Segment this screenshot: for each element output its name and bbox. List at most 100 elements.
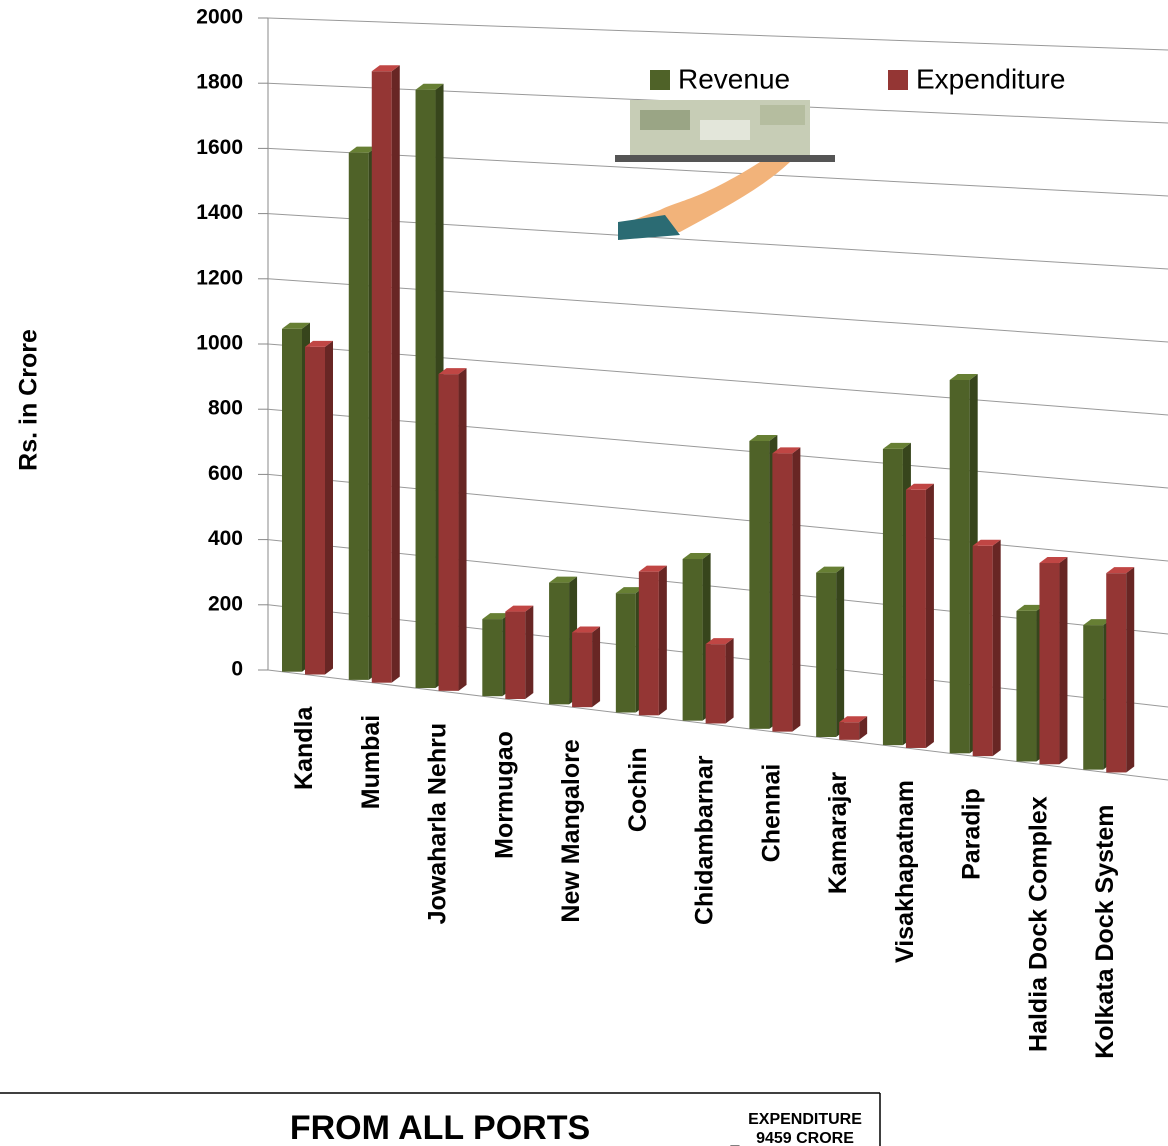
y-tick-label: 400 [208,527,243,550]
bar-front [1039,563,1060,765]
bar-top [572,626,601,633]
bar-front [705,644,726,724]
illustration [615,100,835,240]
grid-line [267,278,1168,343]
bar-front [772,453,793,732]
bar-top [482,613,511,620]
x-tick-label: Kolkata Dock System [1091,804,1119,1058]
bar-top [438,368,467,375]
y-tick-label: 1200 [196,266,243,289]
grid-line [267,473,1168,562]
y-tick-label: 800 [208,397,243,420]
bar-front [572,632,593,708]
y-tick-label: 600 [208,462,243,485]
bar [1039,557,1068,765]
bar-top [972,539,1001,546]
footer-mark: _ [730,1131,741,1146]
bar-front [749,440,770,729]
bar-top [1106,567,1135,574]
y-tick-label: 0 [231,658,243,681]
bar-top [816,566,845,573]
bar-front [1083,625,1104,770]
bar [438,368,467,691]
bar-top [371,65,400,72]
bar-front [972,545,993,757]
y-tick-label: 1000 [196,332,243,355]
bar-front [438,374,459,691]
bar-front [371,71,392,683]
bar-side [1059,557,1068,765]
grid-line [267,213,1168,270]
bar-front [905,489,926,748]
bar-side [925,483,934,748]
bar-side [325,340,333,675]
grid-line [267,343,1168,416]
bar-top [749,434,778,441]
x-tick-label: Jowaharla Nehru [424,723,452,924]
y-tick-label: 1600 [196,136,243,159]
bar-front [482,619,503,697]
bar-front [682,559,703,721]
bar-top [682,553,711,560]
footer-value: 9459 CRORE [756,1130,854,1146]
x-tick-label: Mumbai [357,715,385,809]
bar-front [505,611,526,700]
bar-front [816,572,837,737]
bar-top [705,638,734,645]
y-tick-label: 200 [208,592,243,615]
x-tick-label: Kamarajar [824,772,852,895]
bar-front [882,448,903,746]
bar-top [305,340,333,347]
bar-top [1039,557,1068,564]
bar-front [949,380,970,754]
bar-side [725,638,734,724]
bar-top [638,565,667,572]
legend-label: Expenditure [916,63,1065,94]
x-tick-label: Kandla [290,705,318,789]
bar [305,340,333,675]
legend-swatch [888,70,908,90]
grid-line [267,17,1168,51]
bar-front [1106,573,1127,773]
x-tick-label: Cochin [624,747,652,832]
bar-top [949,374,978,381]
bar-top [615,587,644,594]
bar [371,65,400,683]
bar-top [1016,604,1045,611]
bar-front [305,346,325,675]
legend-label: Revenue [678,63,790,94]
bar [505,605,534,700]
x-tick-label: Paradip [958,788,986,880]
bar-top [839,716,868,723]
grid-line [267,669,1168,781]
bar-side [525,605,534,700]
y-tick-label: 1800 [196,71,243,94]
grid-line [267,408,1168,489]
bar-side [658,565,667,716]
y-axis-label: Rs. in Crore [15,329,43,471]
bar-side [859,716,868,740]
y-tick-label: 2000 [196,6,243,29]
bar-top [415,83,444,90]
bar-top [549,576,578,583]
y-tick-label: 1400 [196,201,243,224]
bar [1106,567,1135,773]
bar-top [905,483,934,490]
bar-front [839,722,860,740]
bar-side [391,65,400,683]
bar-front [549,582,570,705]
x-tick-label: New Mangalore [557,739,585,922]
bar-top [348,146,377,153]
footer-title: FROM ALL PORTS [290,1109,590,1146]
bar-top [882,442,911,449]
bar-side [592,626,601,708]
bar-front [1016,610,1037,762]
bar [705,638,734,724]
bar-top [1083,619,1112,626]
bar [972,539,1001,757]
bar-side [792,447,801,732]
bar-side [458,368,467,691]
bar-side [836,566,845,737]
bar-side [992,539,1001,757]
